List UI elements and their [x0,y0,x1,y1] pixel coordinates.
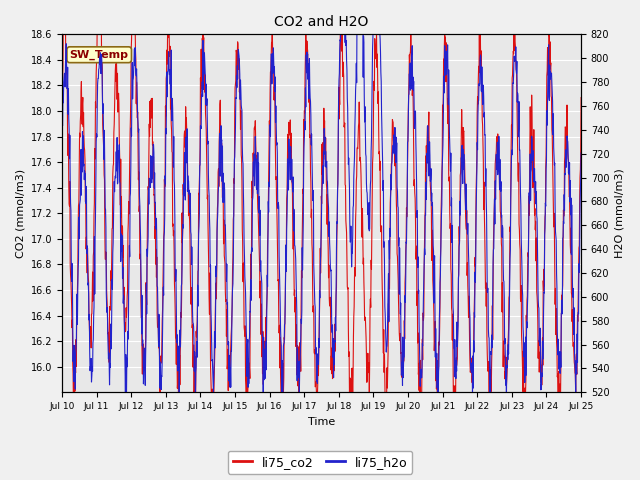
Title: CO2 and H2O: CO2 and H2O [275,15,369,29]
Line: li75_h2o: li75_h2o [62,0,581,408]
X-axis label: Time: Time [308,417,335,427]
li75_co2 [403,240,410,246]
li75_h2o [577,150,585,156]
li75_h2o [161,213,168,219]
li75_co2 [58,107,66,113]
li75_co2 [516,247,524,253]
li75_h2o [232,125,239,131]
li75_h2o [434,405,442,411]
li75_co2 [232,78,239,84]
li75_h2o [173,332,181,338]
Y-axis label: H2O (mmol/m3): H2O (mmol/m3) [615,168,625,258]
Y-axis label: CO2 (mmol/m3): CO2 (mmol/m3) [15,169,25,258]
li75_h2o [58,144,66,150]
Legend: li75_co2, li75_h2o: li75_co2, li75_h2o [228,451,412,474]
li75_co2 [470,317,478,323]
li75_h2o [516,169,524,175]
li75_co2 [485,423,493,429]
Line: li75_co2: li75_co2 [62,0,581,426]
li75_h2o [470,310,478,315]
Text: SW_Temp: SW_Temp [70,49,129,60]
li75_co2 [174,378,182,384]
li75_h2o [403,239,410,245]
li75_co2 [161,183,169,189]
li75_co2 [577,95,585,100]
